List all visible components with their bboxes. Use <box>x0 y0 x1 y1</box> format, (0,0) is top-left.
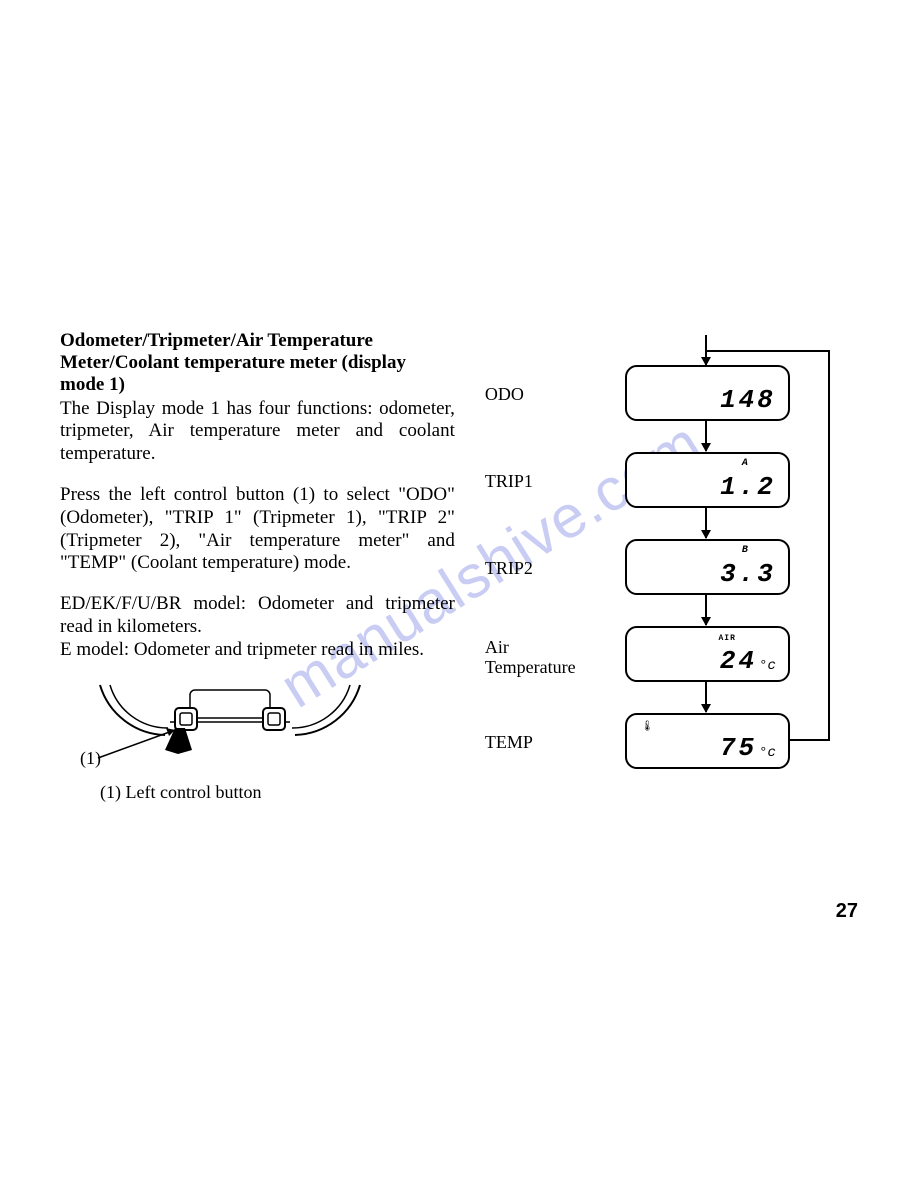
paragraph-3: ED/EK/F/U/BR model: Odometer and tripmet… <box>60 593 455 661</box>
paragraph-1: The Display mode 1 has four functions: o… <box>60 398 455 466</box>
label-odo: ODO <box>485 385 524 405</box>
lcd-trip1-value: 1.2 <box>720 472 776 502</box>
lcd-trip2: B 3.3 <box>625 539 790 595</box>
lcd-air-value: 24 <box>720 646 757 676</box>
section-heading: Odometer/Tripmeter/Air Temperature Meter… <box>60 330 455 396</box>
lcd-air-sup: AIR <box>718 634 735 643</box>
label-temp: TEMP <box>485 733 533 753</box>
loop-return-line <box>790 350 830 741</box>
lcd-air: AIR 24 °c <box>625 626 790 682</box>
para3-line2: E model: Odometer and tripmeter read in … <box>60 639 455 662</box>
right-column: ODO 148 TRIP1 A 1.2 TRIP2 B 3.3 <box>485 330 860 830</box>
diagram-caption: (1) Left control button <box>100 782 455 803</box>
lcd-odo-value: 148 <box>720 385 776 415</box>
lcd-trip2-sup: B <box>742 545 748 556</box>
lcd-odo: 148 <box>625 365 790 421</box>
lcd-trip2-value: 3.3 <box>720 559 776 589</box>
temp-icon: 🌡 <box>641 721 654 733</box>
loop-top-connector <box>706 350 792 352</box>
arrow-odo-trip1 <box>705 421 707 451</box>
control-button-diagram: (1) <box>80 680 380 770</box>
label-air: Air Temperature <box>485 638 576 678</box>
gauge-cluster-svg <box>80 680 380 770</box>
arrow-trip1-trip2 <box>705 508 707 538</box>
para3-line1: ED/EK/F/U/BR model: Odometer and tripmet… <box>60 593 455 639</box>
paragraph-2: Press the left control button (1) to sel… <box>60 484 455 575</box>
lcd-temp-unit: °c <box>759 745 776 761</box>
lcd-temp-value: 75 <box>720 733 757 763</box>
page-content: Odometer/Tripmeter/Air Temperature Meter… <box>60 330 860 830</box>
callout-1: (1) <box>80 748 101 769</box>
left-column: Odometer/Tripmeter/Air Temperature Meter… <box>60 330 455 830</box>
lcd-trip1: A 1.2 <box>625 452 790 508</box>
arrow-trip2-air <box>705 595 707 625</box>
lcd-temp: 🌡 75 °c <box>625 713 790 769</box>
page-number: 27 <box>836 900 858 923</box>
label-trip1: TRIP1 <box>485 472 533 492</box>
arrow-air-temp <box>705 682 707 712</box>
display-mode-flowchart: ODO 148 TRIP1 A 1.2 TRIP2 B 3.3 <box>485 330 860 830</box>
label-trip2: TRIP2 <box>485 559 533 579</box>
lcd-trip1-sup: A <box>742 458 748 469</box>
lcd-air-unit: °c <box>759 658 776 674</box>
